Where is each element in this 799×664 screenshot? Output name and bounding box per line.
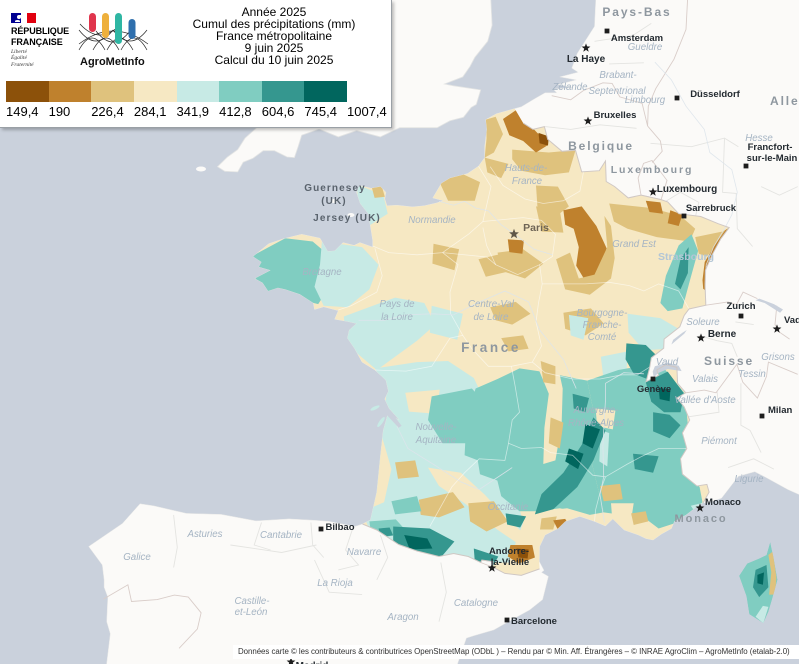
svg-text:Pays-Bas: Pays-Bas bbox=[602, 5, 671, 19]
svg-text:Amsterdam: Amsterdam bbox=[611, 33, 663, 44]
svg-text:Rhône-Alpes: Rhône-Alpes bbox=[568, 418, 624, 429]
svg-text:La Rioja: La Rioja bbox=[317, 578, 353, 589]
svg-text:Suisse: Suisse bbox=[704, 354, 754, 368]
svg-text:Cantabrie: Cantabrie bbox=[260, 530, 303, 541]
svg-text:Sarrebruck: Sarrebruck bbox=[686, 203, 737, 214]
svg-text:Soleure: Soleure bbox=[686, 317, 720, 328]
svg-text:Franche-: Franche- bbox=[583, 320, 623, 331]
svg-text:Francfort-: Francfort- bbox=[748, 142, 793, 153]
svg-text:Monaco: Monaco bbox=[705, 497, 741, 508]
svg-text:Berne: Berne bbox=[708, 329, 737, 340]
svg-text:Valais: Valais bbox=[692, 374, 718, 385]
svg-text:(UK): (UK) bbox=[321, 196, 347, 207]
svg-text:Ligurie: Ligurie bbox=[734, 474, 764, 485]
svg-text:Aquitaine: Aquitaine bbox=[415, 435, 457, 446]
svg-text:Grisons: Grisons bbox=[761, 352, 795, 363]
svg-text:Paris: Paris bbox=[523, 222, 549, 234]
svg-text:de Loire: de Loire bbox=[473, 312, 509, 323]
svg-text:Castille-: Castille- bbox=[235, 596, 271, 607]
svg-text:Brabant-: Brabant- bbox=[599, 70, 637, 81]
svg-text:Asturies: Asturies bbox=[187, 529, 223, 540]
svg-text:Strasbourg: Strasbourg bbox=[658, 251, 714, 263]
svg-text:Pays de: Pays de bbox=[379, 299, 415, 310]
svg-text:Barcelone: Barcelone bbox=[511, 616, 557, 627]
svg-text:Tessin: Tessin bbox=[738, 369, 766, 380]
svg-text:Hesse: Hesse bbox=[745, 133, 773, 144]
svg-text:Comté: Comté bbox=[588, 332, 617, 343]
svg-text:Septentrional: Septentrional bbox=[588, 86, 646, 97]
svg-text:Zurich: Zurich bbox=[726, 301, 755, 312]
svg-text:Nouvelle-: Nouvelle- bbox=[416, 422, 458, 433]
svg-text:Bruxelles: Bruxelles bbox=[594, 110, 637, 121]
svg-text:Auvergne-: Auvergne- bbox=[573, 405, 619, 416]
svg-text:Genève: Genève bbox=[637, 384, 671, 395]
svg-text:Navarre: Navarre bbox=[347, 547, 382, 558]
svg-text:France: France bbox=[512, 176, 543, 187]
svg-text:Vaud: Vaud bbox=[656, 357, 679, 368]
svg-text:Catalogne: Catalogne bbox=[454, 598, 499, 609]
svg-text:Luxembourg: Luxembourg bbox=[657, 184, 718, 195]
svg-text:Centre-Val: Centre-Val bbox=[468, 299, 515, 310]
svg-text:Belgique: Belgique bbox=[568, 139, 634, 153]
svg-text:Gueldre: Gueldre bbox=[628, 42, 663, 53]
svg-text:Milan: Milan bbox=[768, 405, 792, 416]
svg-text:Aragon: Aragon bbox=[386, 612, 418, 623]
svg-text:Vallée d'Aoste: Vallée d'Aoste bbox=[674, 395, 736, 406]
svg-text:Bilbao: Bilbao bbox=[325, 522, 354, 533]
svg-text:Luxembourg: Luxembourg bbox=[611, 164, 694, 176]
svg-text:Bretagne: Bretagne bbox=[302, 267, 342, 278]
svg-text:Düsseldorf: Düsseldorf bbox=[690, 89, 740, 100]
svg-text:Monaco: Monaco bbox=[675, 513, 728, 525]
svg-text:Jersey (UK): Jersey (UK) bbox=[313, 213, 381, 224]
svg-text:Madrid: Madrid bbox=[296, 661, 329, 664]
svg-text:Occitanie: Occitanie bbox=[488, 502, 529, 513]
svg-text:Bourgogne-: Bourgogne- bbox=[577, 308, 628, 319]
svg-text:La Haye: La Haye bbox=[567, 54, 606, 65]
svg-text:Galice: Galice bbox=[123, 552, 151, 563]
svg-text:Zélande: Zélande bbox=[551, 82, 588, 93]
svg-text:la-Vieille: la-Vieille bbox=[491, 557, 529, 568]
svg-text:Normandie: Normandie bbox=[408, 215, 456, 226]
svg-text:Grand Est: Grand Est bbox=[612, 239, 657, 250]
svg-text:la Loire: la Loire bbox=[381, 312, 413, 323]
svg-text:Piémont: Piémont bbox=[701, 436, 738, 447]
svg-text:et-León: et-León bbox=[235, 607, 268, 618]
svg-text:Vaduz: Vaduz bbox=[784, 315, 799, 326]
svg-text:Guernesey: Guernesey bbox=[304, 183, 366, 194]
svg-text:sur-le-Main: sur-le-Main bbox=[747, 153, 798, 164]
svg-text:Limbourg: Limbourg bbox=[625, 95, 666, 106]
svg-text:Andorre-: Andorre- bbox=[489, 546, 529, 557]
svg-text:France: France bbox=[461, 340, 521, 355]
svg-text:Hauts-de-: Hauts-de- bbox=[505, 163, 548, 174]
svg-text:Allemagne: Allemagne bbox=[770, 94, 799, 108]
